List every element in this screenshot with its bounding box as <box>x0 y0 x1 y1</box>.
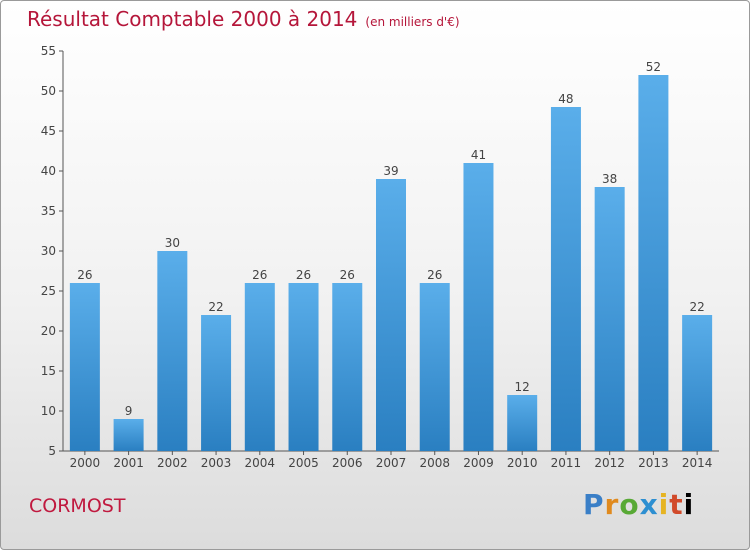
y-tick-label: 45 <box>41 124 56 138</box>
bar <box>463 163 494 451</box>
data-label: 26 <box>340 268 355 282</box>
x-tick-label: 2006 <box>332 456 363 470</box>
x-tick-label: 2013 <box>638 456 669 470</box>
data-label: 38 <box>602 172 617 186</box>
bar <box>113 419 144 451</box>
data-label: 48 <box>558 92 573 106</box>
data-label: 41 <box>471 148 486 162</box>
y-tick-label: 20 <box>41 324 56 338</box>
chart-title-text: Résultat Comptable 2000 à 2014 <box>27 7 358 31</box>
axes: 5 10 15 20 25 30 35 40 45 50 55 2000 2001 2002 2003 200… <box>41 44 719 470</box>
chart-title: Résultat Comptable 2000 à 2014 (en millie… <box>27 7 460 31</box>
logo-letter: P <box>583 488 605 521</box>
logo-letter: o <box>619 488 640 521</box>
x-tick-label: 2010 <box>507 456 538 470</box>
x-tick-label: 2011 <box>551 456 582 470</box>
logo-letter: r <box>604 488 620 521</box>
bar <box>157 251 188 451</box>
y-tick-label: 30 <box>41 244 56 258</box>
bar <box>69 283 100 451</box>
bar <box>244 283 275 451</box>
commune-name: CORMOST <box>29 495 126 517</box>
logo-letter: i <box>658 488 670 521</box>
data-label: 12 <box>515 380 530 394</box>
data-label: 22 <box>689 300 704 314</box>
data-label: 9 <box>125 404 133 418</box>
data-label: 26 <box>427 268 442 282</box>
x-tick-label: 2002 <box>157 456 188 470</box>
data-label: 26 <box>77 268 92 282</box>
x-tick-label: 2008 <box>419 456 450 470</box>
data-label: 22 <box>208 300 223 314</box>
x-tick-label: 2004 <box>245 456 276 470</box>
y-tick-label: 15 <box>41 364 56 378</box>
x-tick-label: 2005 <box>288 456 319 470</box>
y-tick-label: 35 <box>41 204 56 218</box>
data-label: 39 <box>383 164 398 178</box>
x-tick-label: 2001 <box>113 456 144 470</box>
x-tick-label: 2000 <box>70 456 101 470</box>
proxiti-logo: Proxiti <box>583 488 694 521</box>
x-tick-label: 2009 <box>463 456 494 470</box>
data-label: 26 <box>296 268 311 282</box>
x-tick-label: 2007 <box>376 456 407 470</box>
bars <box>69 75 713 451</box>
data-label: 26 <box>252 268 267 282</box>
chart-subtitle: (en milliers d'€) <box>365 15 460 29</box>
data-label: 52 <box>646 60 661 74</box>
bar <box>550 107 581 451</box>
bar <box>507 395 538 451</box>
x-tick-label: 2014 <box>682 456 713 470</box>
x-tick-label: 2003 <box>201 456 232 470</box>
bar <box>288 283 319 451</box>
bar <box>201 315 232 451</box>
bar <box>594 187 625 451</box>
bar <box>332 283 363 451</box>
y-tick-label: 25 <box>41 284 56 298</box>
y-tick-label: 10 <box>41 404 56 418</box>
y-tick-label: 55 <box>41 44 56 58</box>
data-label: 30 <box>165 236 180 250</box>
logo-letter: x <box>639 488 659 521</box>
bar <box>638 75 669 451</box>
y-tick-label: 50 <box>41 84 56 98</box>
logo-letter: i <box>683 488 695 521</box>
bar <box>376 179 406 451</box>
y-tick-label: 40 <box>41 164 56 178</box>
bar <box>682 315 713 451</box>
x-tick-label: 2012 <box>594 456 625 470</box>
y-tick-label: 5 <box>48 444 56 458</box>
logo-letter: t <box>669 488 684 521</box>
data-labels: 26 9 30 22 26 26 26 39 26 41 12 48 38 52 22 <box>77 60 705 418</box>
bar <box>419 283 450 451</box>
